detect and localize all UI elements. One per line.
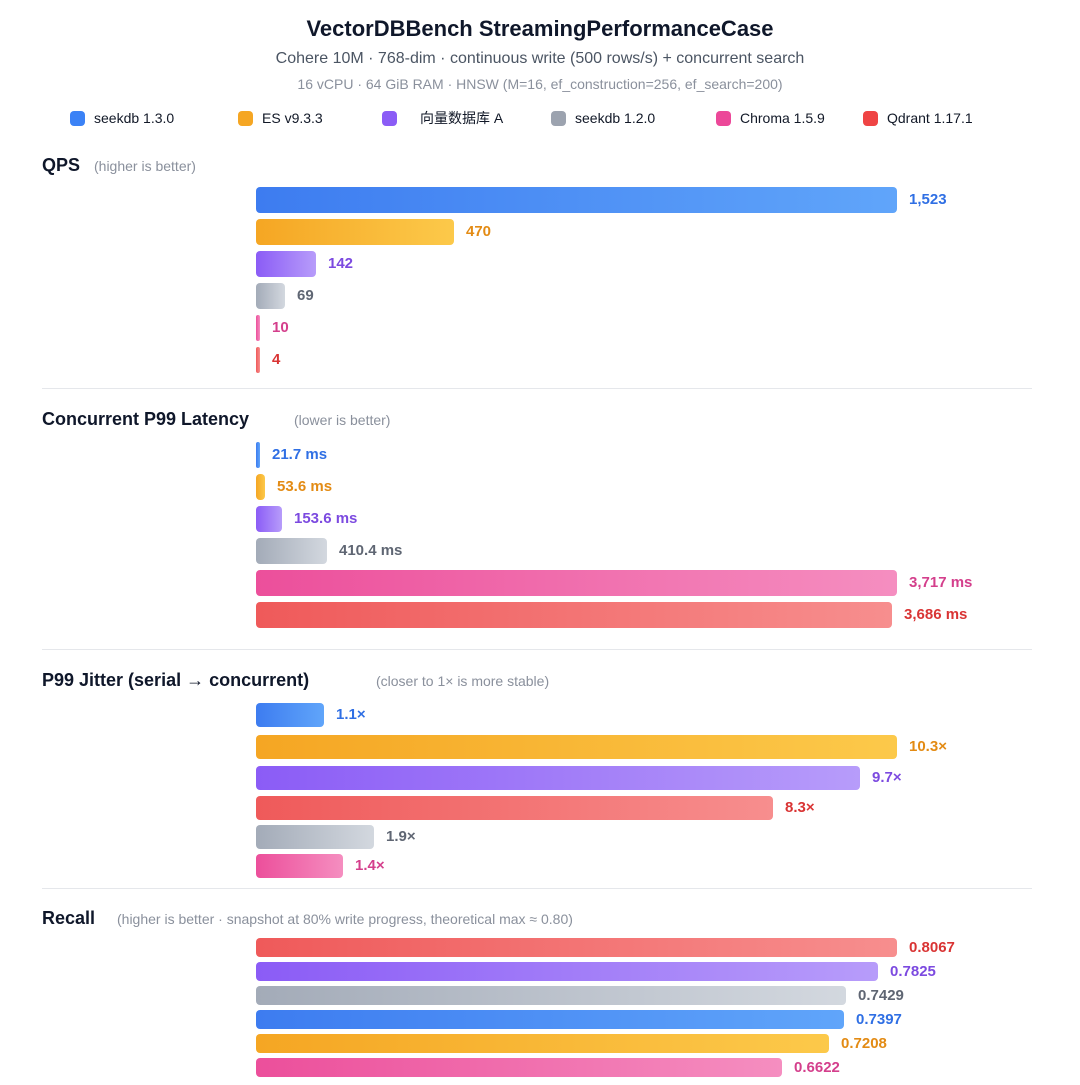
bar <box>256 986 846 1005</box>
legend-item: seekdb 1.3.0 <box>70 108 174 128</box>
bar <box>256 347 260 373</box>
bar <box>256 1034 829 1053</box>
bar <box>256 1058 782 1077</box>
legend-swatch <box>716 110 731 126</box>
data-label: 0.7397 <box>856 1011 902 1028</box>
data-label: 0.6622 <box>794 1059 840 1076</box>
panel-note: (higher is better · snapshot at 80% writ… <box>117 911 573 927</box>
section-divider <box>42 888 1032 889</box>
bar <box>256 219 454 245</box>
bar <box>256 735 897 759</box>
data-label: 0.7208 <box>841 1035 887 1052</box>
data-label: 69 <box>297 287 314 304</box>
data-label: 470 <box>466 223 492 240</box>
bar <box>256 474 265 500</box>
legend-item: ES v9.3.3 <box>238 108 323 128</box>
bar <box>256 703 324 727</box>
panel-title: QPS <box>42 155 81 175</box>
bar <box>256 283 285 309</box>
bar <box>256 187 897 213</box>
data-label: 153.6 ms <box>294 510 358 527</box>
bar <box>256 825 374 849</box>
panel-title: Recall <box>42 908 96 928</box>
legend-label: seekdb 1.3.0 <box>94 110 175 126</box>
bar <box>256 251 316 277</box>
data-label: 0.8067 <box>909 939 955 956</box>
data-label: 3,686 ms <box>904 606 968 623</box>
bar <box>256 962 878 981</box>
data-label: 53.6 ms <box>277 478 333 495</box>
panel-title: P99 Jitter (serial → concurrent) <box>42 670 310 690</box>
panel-note: (lower is better) <box>294 412 391 428</box>
legend-label: Qdrant 1.17.1 <box>887 110 973 126</box>
bar <box>256 854 343 878</box>
bar <box>256 570 897 596</box>
data-label: 8.3× <box>785 799 815 816</box>
bar <box>256 602 892 628</box>
bar <box>256 506 282 532</box>
legend-swatch <box>551 110 566 126</box>
legend-item: seekdb 1.2.0 <box>551 108 655 128</box>
bar <box>256 1010 844 1029</box>
legend-swatch <box>238 110 253 126</box>
bar <box>256 796 773 820</box>
data-label: 21.7 ms <box>272 446 328 463</box>
section-divider <box>42 388 1032 389</box>
legend-swatch <box>70 110 85 126</box>
bar <box>256 442 260 468</box>
legend-swatch <box>863 110 878 126</box>
bar <box>256 538 327 564</box>
data-label: 410.4 ms <box>339 542 403 559</box>
data-label: 4 <box>272 351 281 368</box>
hardware-spec: 16 vCPU · 64 GiB RAM · HNSW (M=16, ef_co… <box>297 76 783 92</box>
legend-label: Chroma 1.5.9 <box>740 110 825 126</box>
chart-subtitle: Cohere 10M · 768-dim · continuous write … <box>275 50 805 67</box>
panel-note: (closer to 1× is more stable) <box>376 673 550 689</box>
data-label: 9.7× <box>872 769 902 786</box>
section-divider <box>42 649 1032 650</box>
bar <box>256 315 260 341</box>
data-label: 1.4× <box>355 857 385 874</box>
data-label: 3,717 ms <box>909 574 973 591</box>
panel-note: (higher is better) <box>94 158 196 174</box>
legend-item: Qdrant 1.17.1 <box>863 108 973 128</box>
legend-label: seekdb 1.2.0 <box>575 110 656 126</box>
bar <box>256 766 860 790</box>
data-label: 142 <box>328 255 354 272</box>
data-label: 0.7825 <box>890 963 936 980</box>
legend-label: ES v9.3.3 <box>262 110 323 126</box>
data-label: 10 <box>272 319 289 336</box>
data-label: 1,523 <box>909 191 947 208</box>
data-label: 0.7429 <box>858 987 904 1004</box>
data-label: 1.9× <box>386 828 416 845</box>
legend-swatch <box>382 110 397 126</box>
chart-title: VectorDBBench StreamingPerformanceCase <box>306 16 774 41</box>
legend-item: 向量数据库 A <box>382 108 503 128</box>
legend-item: Chroma 1.5.9 <box>716 108 825 128</box>
data-label: 10.3× <box>909 738 947 755</box>
data-label: 1.1× <box>336 706 366 723</box>
bar <box>256 938 897 957</box>
panel-title: Concurrent P99 Latency <box>42 409 250 429</box>
legend-label: 向量数据库 A <box>420 110 504 126</box>
